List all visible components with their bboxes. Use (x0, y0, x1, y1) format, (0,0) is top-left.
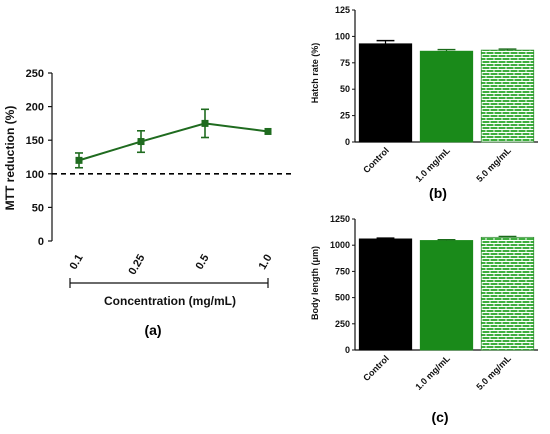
panel-c-x-tick-label: 1.0 mg/mL (413, 353, 452, 392)
panel-c-y-tick-label: 750 (335, 266, 350, 276)
panel-a-y-tick-label: 200 (26, 102, 44, 114)
panel-c-bars (358, 235, 535, 351)
panel-b-y-tick-label: 125 (335, 5, 350, 15)
panel-c-bar (480, 236, 535, 351)
panel-b-bar-chart: 0 25 50 75 100 125 Control 1.0 mg/mL 5.0 mg/mL H… (310, 5, 538, 201)
panel-c-bar-chart: 0 250 500 750 1000 1250 Control 1.0 mg/mL 5.0 mg… (310, 214, 538, 425)
panel-b-y-tick-label: 25 (340, 111, 350, 121)
panel-a-y-tick-label: 0 (38, 236, 44, 248)
data-point (75, 156, 83, 164)
panel-b-y-tick-label: 0 (345, 137, 350, 147)
panel-b-label: (b) (429, 185, 447, 201)
panel-a-series (75, 108, 272, 169)
data-point (201, 119, 209, 127)
panel-b-x-tick-label: Control (361, 145, 391, 175)
panel-c-y-tick-label: 0 (345, 345, 350, 355)
data-point (137, 138, 145, 146)
panel-b-bar (358, 43, 413, 143)
panel-b-bar (419, 50, 474, 143)
panel-a-x-tick-label: 0.25 (126, 253, 147, 278)
panel-b-y-axis-label: Hatch rate (%) (310, 43, 320, 104)
panel-a-y-axis-label: MTT reduction (%) (3, 106, 17, 211)
panel-c-y-axis-label: Body length (μm) (310, 246, 320, 320)
panel-a-label: (a) (144, 322, 161, 338)
panel-b-y-tick-label: 100 (335, 31, 350, 41)
panel-c-label: (c) (431, 409, 448, 425)
panel-a-x-tick-label: 1.0 (257, 253, 275, 272)
panel-a-y-tick-label: 100 (26, 169, 44, 181)
panel-a-y-tick-label: 150 (26, 135, 44, 147)
panel-a-x-tick-label: 0.5 (194, 253, 212, 272)
panel-b-bar (480, 49, 535, 143)
panel-c-y-tick-label: 250 (335, 319, 350, 329)
panel-c-x-tick-label: 5.0 mg/mL (474, 353, 513, 392)
panel-b-y-tick-label: 50 (340, 84, 350, 94)
panel-b-x-tick-label: 1.0 mg/mL (413, 145, 452, 184)
panel-a-x-axis-label: Concentration (mg/mL) (104, 294, 236, 308)
panel-b-y-tick-label: 75 (340, 58, 350, 68)
panel-c-y-tick-label: 1250 (330, 214, 350, 224)
panel-c-y-tick-label: 1000 (330, 240, 350, 250)
panel-b-x-tick-label: 5.0 mg/mL (474, 145, 513, 184)
panel-b-bars (358, 39, 535, 143)
panel-c-bar (419, 240, 474, 351)
panel-c-y-tick-label: 500 (335, 293, 350, 303)
panel-a-x-tick-label: 0.1 (68, 253, 86, 272)
panel-c-x-tick-label: Control (361, 353, 391, 383)
panel-a-y-tick-label: 250 (26, 68, 44, 80)
panel-a-line-chart: 0 50 100 150 200 250 0.1 0.25 0.5 1.0 MTT reducti… (3, 68, 293, 338)
panel-a-y-tick-label: 50 (32, 202, 44, 214)
data-point (264, 127, 272, 135)
panel-a-tick-labels: 0 50 100 150 200 250 0.1 0.25 0.5 1.0 (26, 68, 275, 277)
mtt-line (78, 122, 269, 162)
panel-c-bar (358, 238, 413, 351)
panel-a-axes (48, 72, 269, 288)
